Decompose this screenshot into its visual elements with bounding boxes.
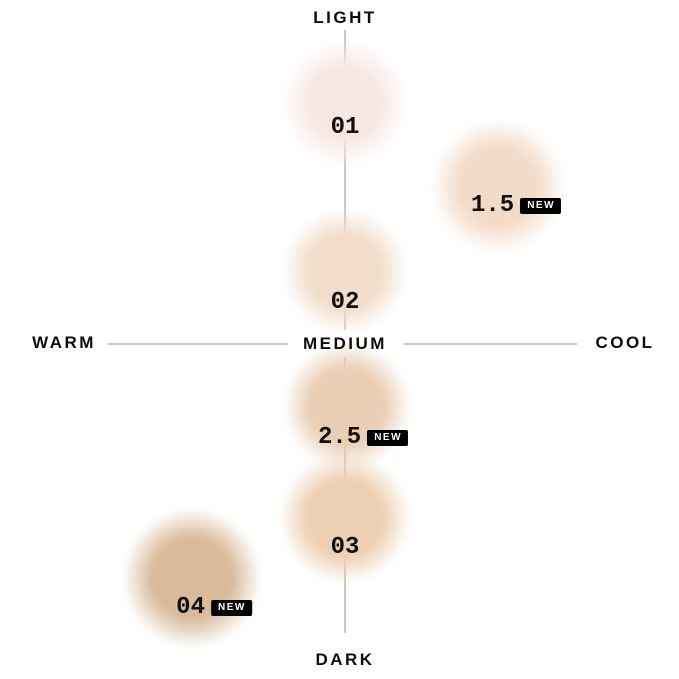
shade-label-group-03: 03 xyxy=(331,536,360,560)
shade-number: 04 xyxy=(176,594,205,621)
shade-dot-2.5 xyxy=(283,342,411,470)
shade-label-group-01: 01 xyxy=(331,116,360,140)
shade-number: 2.5 xyxy=(317,424,362,451)
axis-label-light: LIGHT xyxy=(313,8,377,27)
vertical-axis-line-upper xyxy=(344,30,346,330)
shade-label-group-04: 04 NEW xyxy=(176,596,252,620)
new-badge: NEW xyxy=(367,430,409,446)
shade-label-group-1.5: 1.5 NEW xyxy=(470,192,562,219)
new-badge: NEW xyxy=(210,600,252,616)
new-badge: NEW xyxy=(520,198,562,214)
shade-number: 02 xyxy=(330,289,360,316)
axis-label-warm: WARM xyxy=(32,333,96,352)
shade-number: 1.5 xyxy=(470,192,515,219)
axis-label-dark: DARK xyxy=(315,650,375,669)
shade-dot-1.5 xyxy=(430,118,566,254)
shade-dot-04 xyxy=(122,508,262,648)
shade-label-group-2.5: 2.5 NEW xyxy=(317,424,409,451)
horizontal-axis-line-right xyxy=(404,343,577,345)
horizontal-axis-line-left xyxy=(108,343,288,345)
shade-number: 03 xyxy=(330,534,360,561)
shade-dot-01 xyxy=(282,40,408,166)
shade-dot-02 xyxy=(282,208,408,334)
axis-label-medium: MEDIUM xyxy=(303,334,387,353)
shade-dot-03 xyxy=(279,452,411,584)
shade-label-group-02: 02 xyxy=(331,291,360,315)
axis-label-cool: COOL xyxy=(595,333,655,352)
shade-number: 01 xyxy=(330,114,360,141)
